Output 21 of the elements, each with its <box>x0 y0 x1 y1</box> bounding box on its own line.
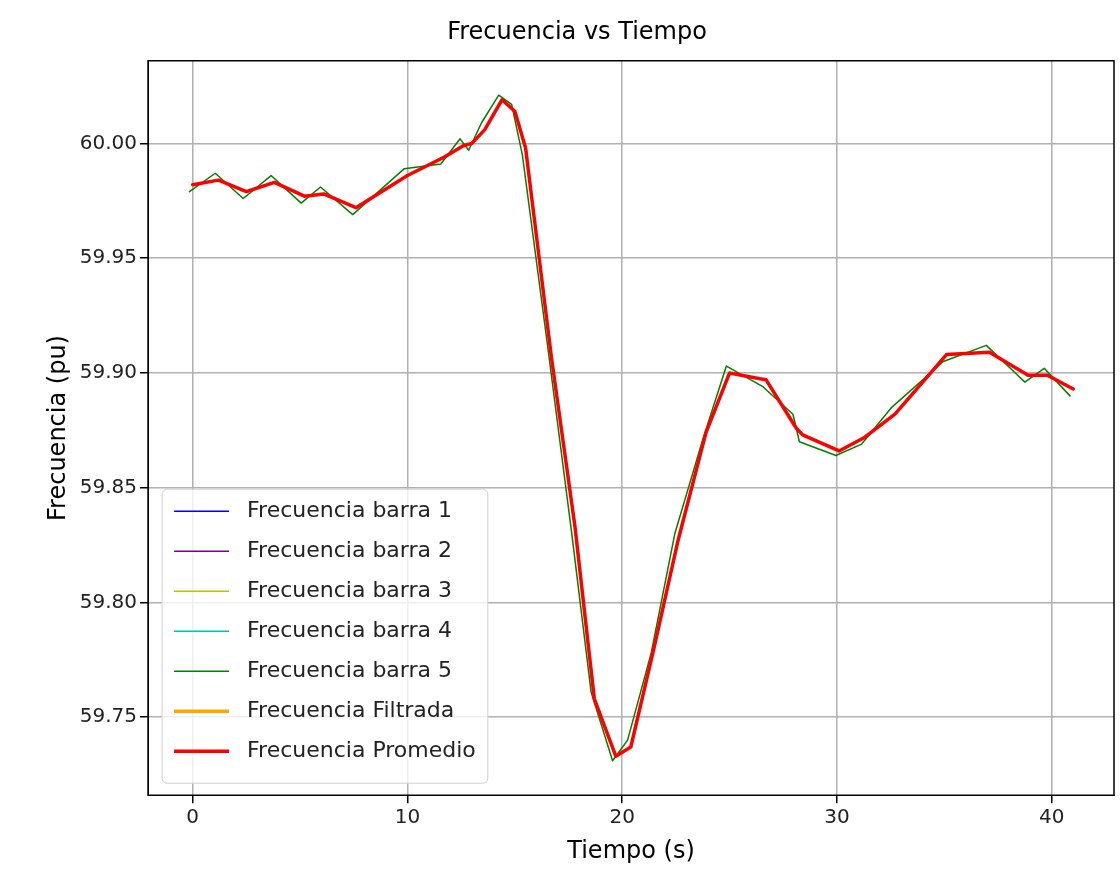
x-axis-title: Tiempo (s) <box>566 835 695 864</box>
y-tick-label: 59.95 <box>79 244 138 269</box>
x-tick-label: 0 <box>186 804 200 829</box>
y-tick-label: 59.80 <box>79 588 138 613</box>
y-tick-label: 60.00 <box>79 129 138 154</box>
legend-label: Frecuencia barra 2 <box>247 536 453 562</box>
legend-label: Frecuencia Promedio <box>247 736 476 762</box>
y-tick-label: 59.90 <box>79 359 138 384</box>
y-tick-label: 59.85 <box>79 473 138 498</box>
y-axis-title: Frecuencia (pu) <box>42 335 71 521</box>
x-tick-label: 20 <box>609 804 635 829</box>
legend-label: Frecuencia barra 5 <box>247 656 453 682</box>
chart-title: Frecuencia vs Tiempo <box>447 16 707 45</box>
legend-label: Frecuencia Filtrada <box>247 696 455 722</box>
legend-label: Frecuencia barra 1 <box>247 496 453 522</box>
legend-label: Frecuencia barra 3 <box>247 576 453 602</box>
x-tick-label: 30 <box>824 804 850 829</box>
x-tick-label: 10 <box>394 804 421 829</box>
y-tick-label: 59.75 <box>79 703 138 728</box>
x-tick-label: 40 <box>1039 804 1065 829</box>
legend-label: Frecuencia barra 4 <box>247 616 453 642</box>
